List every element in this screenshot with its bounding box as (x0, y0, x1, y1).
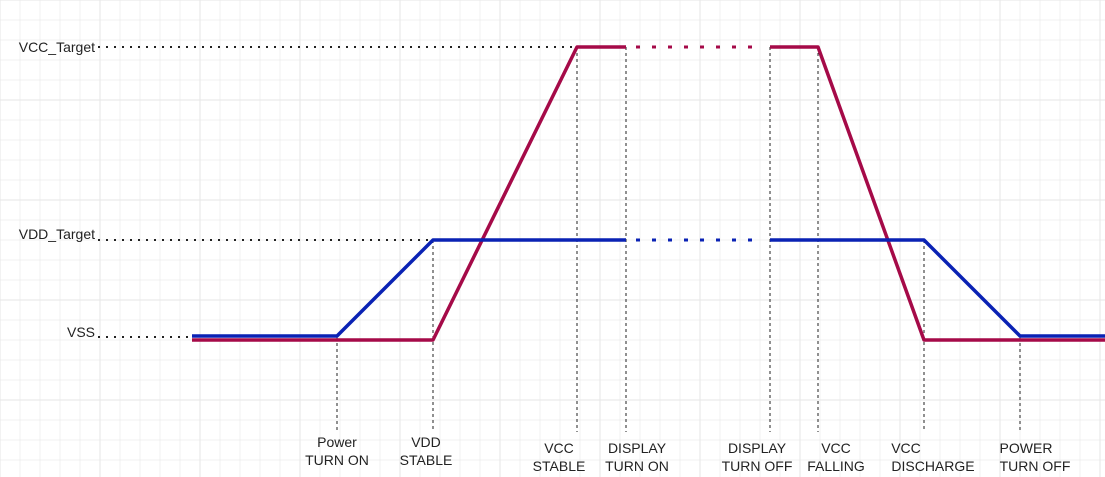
vcc-waveform (192, 45, 1105, 342)
level-labels: VCC_Target VDD_Target VSS (19, 39, 95, 340)
event-label-vcc-stable-2: STABLE (533, 458, 586, 474)
event-label-vdd-stable-2: STABLE (400, 452, 453, 468)
event-labels: Power TURN ON VDD STABLE VCC STABLE DISP… (305, 434, 1070, 474)
event-label-display-turn-off-1: DISPLAY (728, 440, 787, 456)
event-label-vcc-discharge-2: DISCHARGE (891, 458, 974, 474)
level-label-vdd-target: VDD_Target (19, 226, 95, 242)
vcc-ramp-up (192, 45, 626, 342)
event-label-power-turn-on-2: TURN ON (305, 452, 369, 468)
vdd-ramp-up (192, 238, 626, 338)
event-label-display-turn-on-1: DISPLAY (608, 440, 667, 456)
event-label-power-turn-off-1: POWER (1000, 440, 1053, 456)
vcc-ramp-down (770, 45, 1105, 342)
event-label-vdd-stable-1: VDD (411, 434, 441, 450)
event-label-vcc-stable-1: VCC (544, 440, 574, 456)
level-label-vcc-target: VCC_Target (19, 39, 95, 55)
vdd-ramp-down (770, 238, 1105, 338)
event-label-vcc-falling-1: VCC (821, 440, 851, 456)
level-guides (98, 46, 578, 338)
event-label-display-turn-off-2: TURN OFF (722, 458, 793, 474)
event-label-power-turn-off-2: TURN OFF (1000, 458, 1071, 474)
level-label-vss: VSS (67, 324, 95, 340)
event-label-power-turn-on-1: Power (317, 434, 357, 450)
vdd-waveform (192, 238, 1105, 338)
event-label-display-turn-on-2: TURN ON (605, 458, 669, 474)
event-label-vcc-discharge-1: VCC (891, 440, 921, 456)
event-label-vcc-falling-2: FALLING (807, 458, 865, 474)
